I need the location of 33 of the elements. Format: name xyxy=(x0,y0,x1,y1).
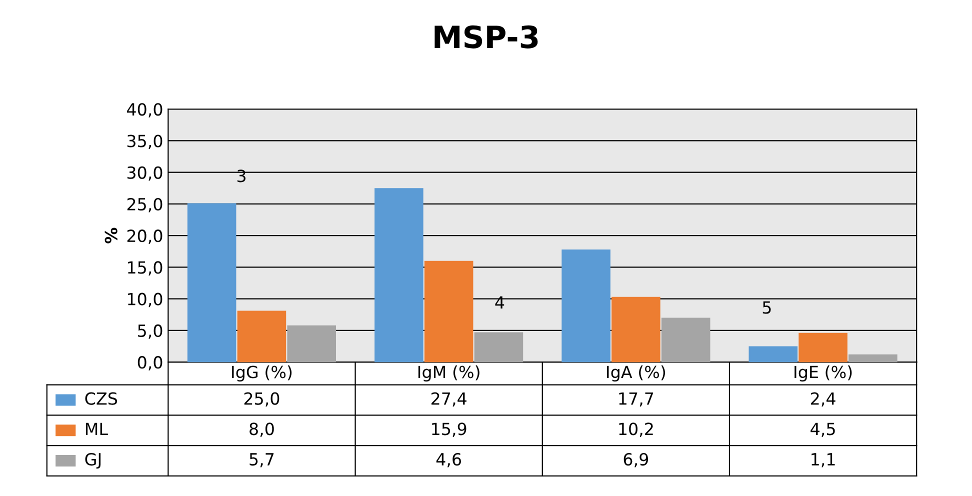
y-tick-label: 40,0 xyxy=(127,103,162,118)
legend-label: ML xyxy=(86,422,108,435)
y-tick-label: 10,0 xyxy=(128,292,162,308)
data-label: 6,9 xyxy=(624,452,648,468)
data-label: 27,4 xyxy=(431,392,466,407)
x-tick-label: IgA (%) xyxy=(607,365,666,382)
data-label: 4,6 xyxy=(436,452,462,468)
data-label: 17,7 xyxy=(619,392,654,407)
data-label: 5,7 xyxy=(250,453,274,468)
y-tick-label: 35,0 xyxy=(127,134,162,150)
annotation: 3 xyxy=(237,170,246,182)
chart-title: MSP-3 xyxy=(434,25,538,48)
data-label: 25,0 xyxy=(244,392,280,407)
y-tick-label: 20,0 xyxy=(127,230,162,244)
y-tick-label: 5,0 xyxy=(138,324,162,339)
data-label: 4,5 xyxy=(810,422,835,437)
data-label: 15,9 xyxy=(432,422,466,437)
annotation: 5 xyxy=(762,301,771,314)
x-tick-label: IgM (%) xyxy=(418,365,480,382)
legend-label: GJ xyxy=(85,452,101,469)
x-tick-label: IgG (%) xyxy=(232,365,292,382)
data-label: 8,0 xyxy=(250,422,274,437)
annotation: 4 xyxy=(495,296,504,308)
y-tick-label: 30,0 xyxy=(127,166,162,181)
data-label: 2,4 xyxy=(811,392,836,407)
y-tick-label: 25,0 xyxy=(127,198,162,212)
data-label: 10,2 xyxy=(619,422,653,437)
y-tick-label: 0,0 xyxy=(138,356,162,370)
x-tick-label: IgE (%) xyxy=(794,365,852,382)
y-tick-label: 15,0 xyxy=(128,261,162,276)
legend-label: CZS xyxy=(85,392,118,405)
data-label: 1,1 xyxy=(812,453,835,468)
y-axis-title: % xyxy=(104,228,118,244)
